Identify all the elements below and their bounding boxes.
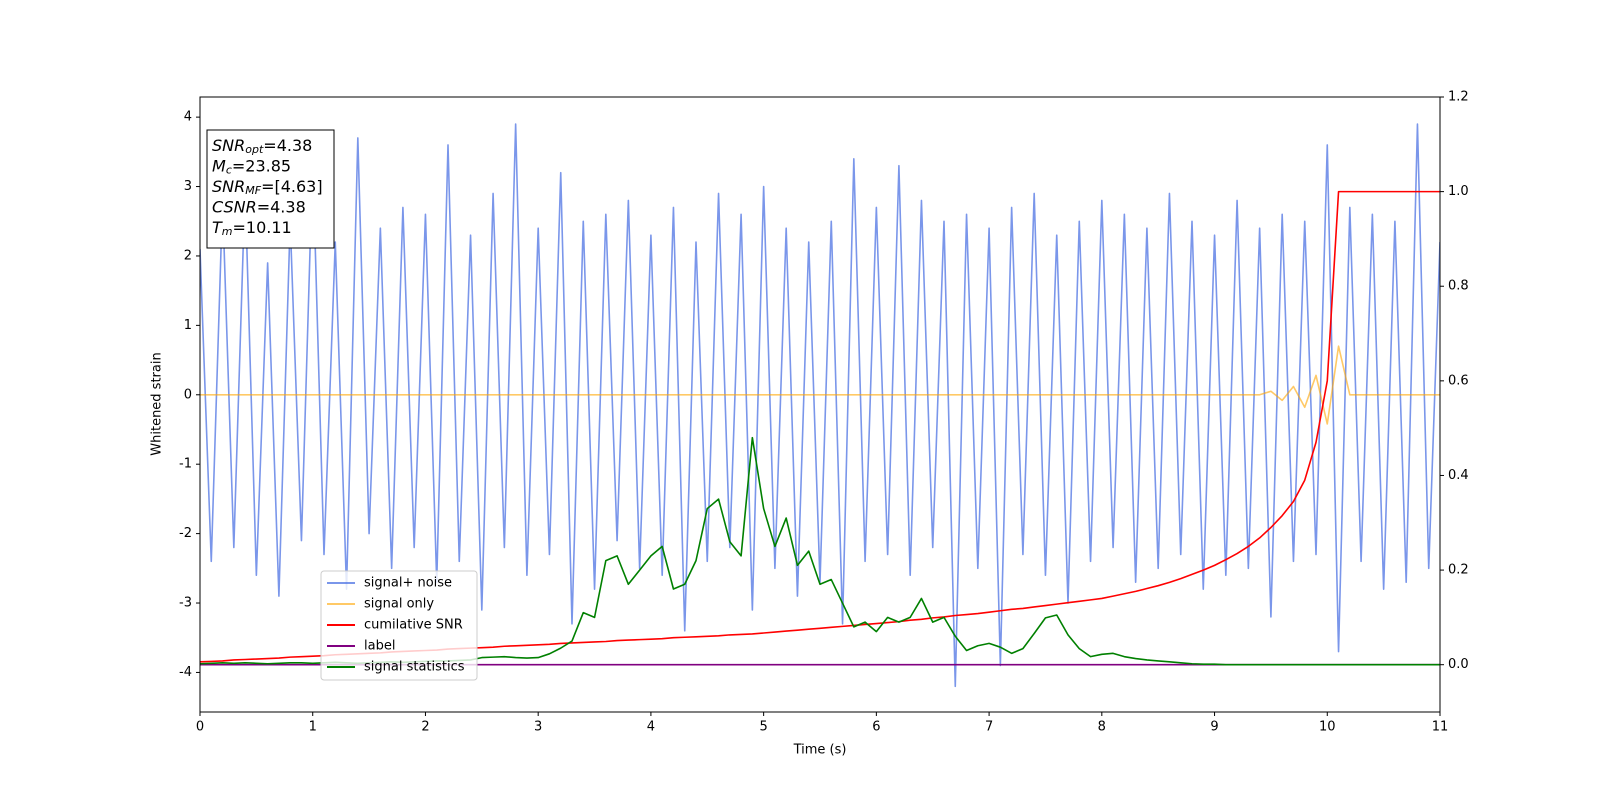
y2-tick-label: 1.2 — [1448, 90, 1469, 105]
legend-label: cumilative SNR — [364, 618, 463, 633]
annotation-frame — [206, 129, 335, 249]
y-tick-label: -1 — [179, 457, 192, 472]
y-tick-label: 1 — [184, 318, 192, 333]
y-tick-label: -4 — [179, 665, 192, 680]
legend-label: signal statistics — [364, 660, 465, 675]
y-tick-label: 4 — [184, 110, 192, 125]
x-tick-label: 11 — [1432, 720, 1449, 735]
x-tick-label: 3 — [534, 720, 542, 735]
annotation-sub: MF — [245, 184, 261, 197]
y2-tick-label: 0.8 — [1448, 279, 1469, 294]
annotation-sub: c — [226, 164, 232, 177]
annotation-value: =[4.63] — [261, 177, 323, 196]
x-tick-label: 7 — [985, 720, 993, 735]
legend-frame — [320, 570, 478, 681]
annotation-line: CSNR=4.38 — [212, 197, 306, 216]
x-tick-label: 2 — [421, 720, 429, 735]
annotation-sub: opt — [245, 143, 264, 156]
x-axis-label: Time (s) — [793, 743, 847, 758]
y-axis-label: Whitened strain — [150, 352, 165, 455]
y2-tick-label: 1.0 — [1448, 184, 1469, 199]
x-tick-label: 8 — [1098, 720, 1106, 735]
annotation-sub: m — [222, 225, 233, 238]
annotation-line: SNRMF=[4.63] — [212, 177, 323, 198]
annotation-line: Tm=10.11 — [212, 218, 292, 239]
annotation-value: =10.11 — [233, 218, 292, 237]
y-tick-label: 3 — [184, 179, 192, 194]
annotation-value: =23.85 — [232, 156, 291, 175]
annotation-base: T — [212, 218, 223, 237]
x-tick-label: 1 — [309, 720, 317, 735]
x-tick-label: 6 — [872, 720, 880, 735]
axes-frame — [199, 96, 1441, 713]
annotation-value: =4.38 — [257, 197, 306, 216]
y2-tick-label: 0.6 — [1448, 373, 1469, 388]
y-tick-label: -3 — [179, 596, 192, 611]
annotation-box: SNRopt=4.38Mc=23.85SNRMF=[4.63]CSNR=4.38… — [206, 129, 335, 249]
y2-tick-label: 0.4 — [1448, 468, 1469, 483]
annotation-base: SNR — [212, 136, 245, 155]
legend-label: label — [364, 639, 395, 654]
legend: signal+ noise signal only cumilative SNR la… — [320, 570, 478, 681]
annotation-base: SNR — [212, 177, 245, 196]
x-tick-label: 9 — [1210, 720, 1218, 735]
legend-label: signal+ noise — [364, 576, 452, 591]
y-tick-label: -2 — [179, 526, 192, 541]
annotation-line: SNRopt=4.38 — [212, 136, 312, 157]
x-tick-label: 0 — [196, 720, 204, 735]
annotation-base: M — [212, 156, 226, 175]
y-tick-label: 0 — [184, 387, 192, 402]
y-tick-label: 2 — [184, 248, 192, 263]
y2-tick-label: 0.0 — [1448, 657, 1469, 672]
x-tick-label: 10 — [1319, 720, 1336, 735]
x-tick-label: 4 — [647, 720, 655, 735]
series-line — [200, 345, 1440, 425]
annotation-value: =4.38 — [263, 136, 312, 155]
annotation-line: Mc=23.85 — [212, 156, 291, 177]
x-tick-label: 5 — [759, 720, 767, 735]
annotation-base: CSNR — [212, 197, 257, 216]
y2-tick-label: 0.2 — [1448, 563, 1469, 578]
legend-label: signal only — [364, 597, 434, 612]
